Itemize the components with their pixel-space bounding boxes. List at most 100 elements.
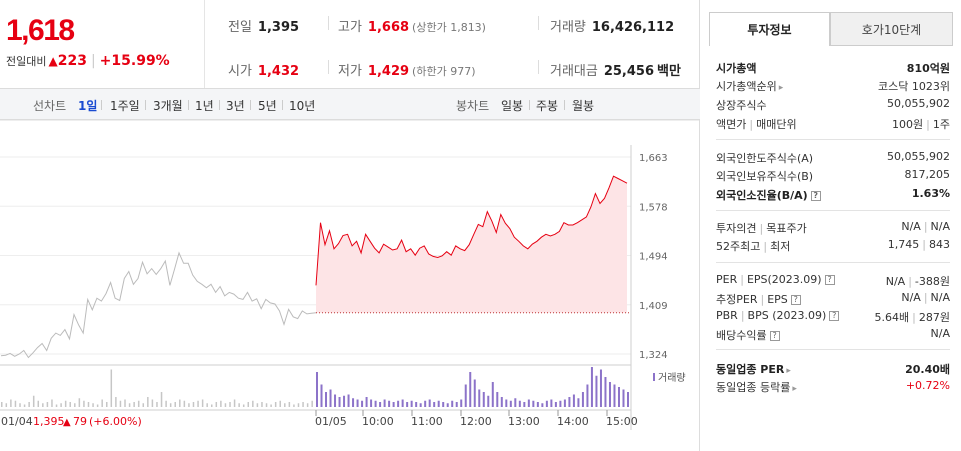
volume-bar-today <box>487 395 490 407</box>
info-value-text-2: 843 <box>929 238 950 251</box>
info-value: 1,745 | 843 <box>888 238 950 251</box>
pipe-divider: | <box>759 222 764 235</box>
help-icon[interactable]: ? <box>810 191 821 201</box>
chevron-right-icon[interactable]: ▸ <box>792 384 797 394</box>
period-1w[interactable]: 1주일 <box>110 99 140 113</box>
volume-bar-prev <box>183 400 186 407</box>
volume-bar-today <box>518 400 521 407</box>
info-label-text-2: 매매단위 <box>756 118 797 131</box>
period-1y[interactable]: 1년 <box>195 99 214 113</box>
info-label-text: 52주최고 <box>716 240 761 253</box>
info-tabs: 투자정보 호가10단계 <box>709 12 953 46</box>
info-label-text: 외국인한도주식수(A) <box>716 152 814 165</box>
tab-order-book[interactable]: 호가10단계 <box>830 12 953 46</box>
info-value-text: N/A <box>901 220 921 233</box>
volume-bar-today <box>401 399 404 407</box>
info-label: 액면가 | 매매단위 <box>716 116 797 132</box>
section-divider <box>716 349 950 350</box>
volume-bar-today <box>437 400 440 407</box>
volume-bar-today <box>460 399 463 407</box>
change-percent: +15.99% <box>99 53 170 69</box>
info-label-text-2: BPS (2023.09) <box>747 309 827 322</box>
help-icon[interactable]: ? <box>790 295 801 305</box>
volume-bar-today <box>604 377 607 407</box>
help-icon[interactable]: ? <box>824 275 835 285</box>
info-row: PBR | BPS (2023.09)? 5.64배 | 287원 <box>716 309 950 327</box>
volume-bar-today <box>352 398 355 407</box>
pipe-divider: | <box>749 118 754 131</box>
trade-value-unit: 백만 <box>657 64 681 79</box>
investment-info-panel: 투자정보 호가10단계 시가총액 810억원 시가총액순위 ▸ 코스닥 1023위 상장주… <box>707 12 953 451</box>
price-change-row: 전일대비 ▲223 | +15.99% <box>6 53 170 69</box>
change-separator: | <box>90 53 96 69</box>
info-label-text-2: EPS <box>767 293 788 306</box>
volume-bar-today <box>550 399 553 407</box>
candle-monthly[interactable]: 월봉 <box>572 99 595 113</box>
info-row: 추정PER | EPS? N/A | N/A <box>716 291 950 309</box>
tab-investment-info[interactable]: 투자정보 <box>709 12 830 46</box>
chevron-right-icon[interactable]: ▸ <box>786 366 791 376</box>
volume-value: 16,426,112 <box>591 20 675 35</box>
volume-bar-prev <box>137 400 140 407</box>
help-icon[interactable]: ? <box>769 331 780 341</box>
volume-bar-today <box>581 392 584 407</box>
prev-day-up-arrow-icon: ▲ <box>63 417 71 428</box>
low-label: 저가 <box>338 64 362 79</box>
low-cell: 저가 1,429 (하한가 977) <box>338 60 475 79</box>
info-label-text: 액면가 <box>716 118 747 131</box>
info-label: PER | EPS(2023.09)? <box>716 273 835 286</box>
help-icon[interactable]: ? <box>829 311 840 321</box>
info-value-text: N/A <box>885 275 906 288</box>
volume-label: 거래량 <box>550 20 586 35</box>
prev-day-change-pct: (+6.00%) <box>89 415 142 428</box>
x-tick-label: 10:00 <box>362 415 394 428</box>
volume-bar-prev <box>192 402 195 407</box>
volume-bar-today <box>473 379 476 407</box>
info-value: N/A | -388원 <box>886 273 950 289</box>
volume-bar-prev <box>96 404 99 407</box>
volume-bar-prev <box>261 402 263 407</box>
volume-bar-today <box>343 395 346 407</box>
pipe-divider: | <box>923 291 928 304</box>
info-value: 810억원 <box>907 60 950 76</box>
chevron-right-icon[interactable]: ▸ <box>778 83 784 93</box>
candle-daily[interactable]: 일봉 <box>501 99 524 113</box>
info-value-text-2: 287원 <box>918 311 950 324</box>
change-amount: 223 <box>57 53 87 69</box>
info-value: +0.72% <box>906 379 950 392</box>
info-value-text: N/A <box>901 291 921 304</box>
period-5y[interactable]: 5년 <box>258 99 277 113</box>
period-1d[interactable]: 1일 <box>78 99 98 113</box>
info-label: 시가총액순위 ▸ <box>716 78 783 94</box>
up-arrow-icon: ▲ <box>48 54 58 68</box>
volume-bar-prev <box>5 403 8 407</box>
period-3y[interactable]: 3년 <box>226 99 245 113</box>
prev-close-value: 1,395 <box>257 20 300 35</box>
volume-bar-today <box>325 392 328 407</box>
volume-bar-today <box>509 400 512 407</box>
volume-bar-prev <box>297 403 300 407</box>
divider <box>101 100 102 110</box>
pipe-divider: | <box>926 118 930 131</box>
info-value: 5.64배 | 287원 <box>875 309 950 325</box>
x-tick-label: 11:00 <box>411 415 443 428</box>
chart-period-bar: 선차트 1일 1주일 3개월 1년 3년 5년 10년 봉차트 일봉 주봉 월봉 <box>0 88 700 120</box>
volume-bar-today <box>568 397 571 407</box>
info-label: PBR | BPS (2023.09)? <box>716 309 840 322</box>
y-tick-label: 1,663 <box>639 153 668 164</box>
volume-bar-prev <box>124 399 126 407</box>
pipe-divider: | <box>908 275 912 288</box>
candle-weekly[interactable]: 주봉 <box>536 99 559 113</box>
info-label: 외국인한도주식수(A) <box>716 150 813 166</box>
volume-bar-prev <box>51 399 53 407</box>
volume-bar-prev <box>128 403 131 407</box>
period-10y[interactable]: 10년 <box>289 99 316 113</box>
volume-bar-prev <box>274 402 277 407</box>
period-3m[interactable]: 3개월 <box>153 99 183 113</box>
info-value-text: N/A <box>930 327 950 340</box>
prev-close-cell: 전일 1,395 <box>228 16 299 35</box>
volume-bar-prev <box>119 400 122 407</box>
pipe-divider: | <box>923 220 928 233</box>
volume-bar-prev <box>211 404 213 407</box>
x-tick-label: 01/04 <box>1 415 33 428</box>
